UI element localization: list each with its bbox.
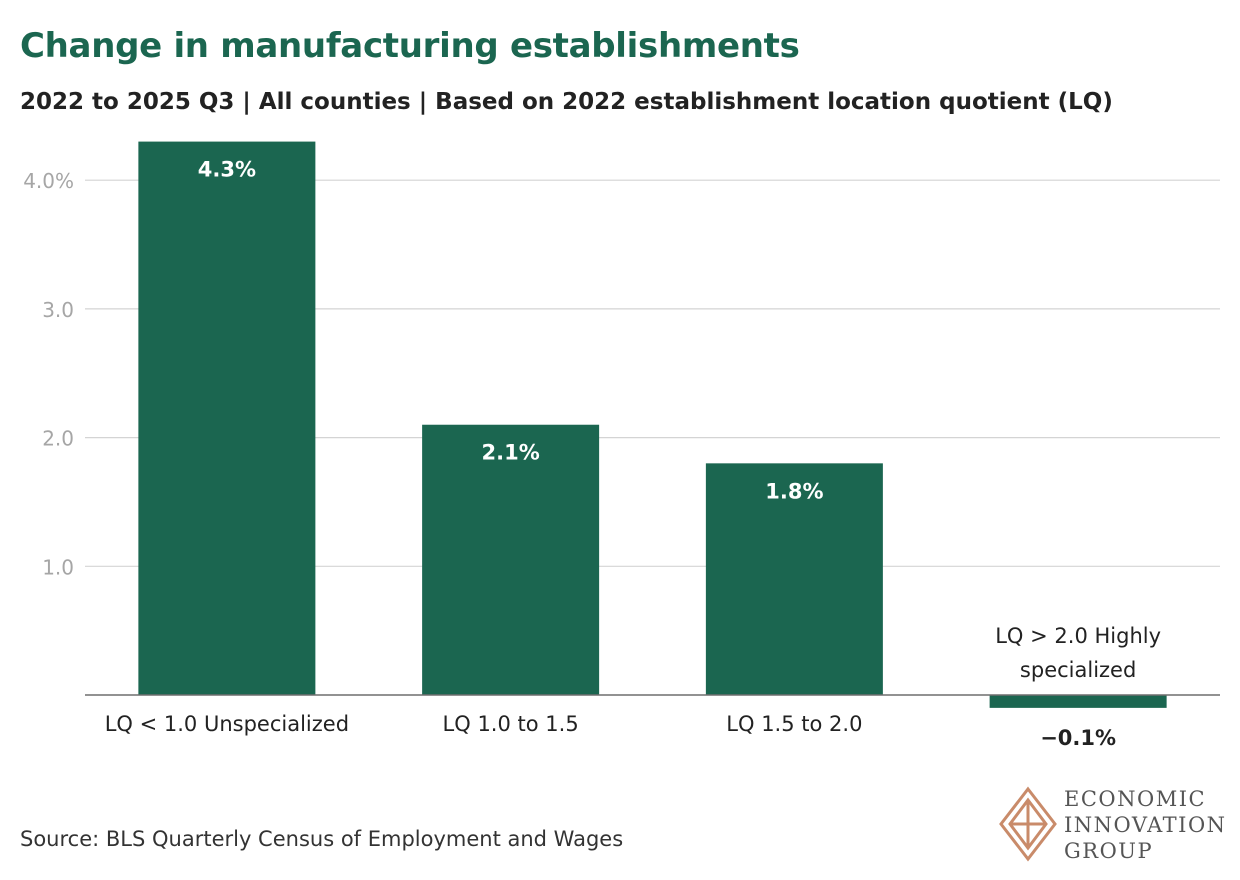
data-label: −0.1% [1040,726,1116,750]
bar [989,695,1167,708]
diamond-logo-icon [999,786,1057,862]
logo-line: INNOVATION [1064,813,1227,837]
bar [705,463,883,695]
x-category-label: LQ 1.0 to 1.5 [443,712,579,736]
eig-logo: ECONOMIC INNOVATION GROUP [998,786,1228,864]
bar [138,141,316,696]
logo-wordmark: ECONOMIC INNOVATION GROUP [1064,786,1227,864]
y-tick-label: 4.0% [23,169,74,193]
bar-chart: 1.0 2.0 3.0 4.0% 4.3% 2.1% 1.8% −0.1% LQ < 1.0 U… [23,141,1220,750]
data-label: 2.1% [482,441,540,465]
x-category-label: LQ < 1.0 Unspecialized [105,712,349,736]
x-category-label: LQ 1.5 to 2.0 [726,712,862,736]
data-label: 1.8% [765,479,823,503]
x-category-label: LQ > 2.0 Highly [995,624,1161,648]
bar [422,424,600,695]
source-note: Source: BLS Quarterly Census of Employme… [20,827,624,851]
logo-line: GROUP [1064,839,1154,863]
y-tick-label: 1.0 [42,555,74,579]
chart-subtitle: 2022 to 2025 Q3 | All counties | Based o… [20,89,1113,115]
x-category-label: specialized [1020,658,1136,682]
logo-line: ECONOMIC [1064,787,1207,811]
data-label: 4.3% [198,158,256,182]
chart-title: Change in manufacturing establishments [20,26,800,66]
y-tick-label: 2.0 [42,427,74,451]
y-tick-label: 3.0 [42,298,74,322]
